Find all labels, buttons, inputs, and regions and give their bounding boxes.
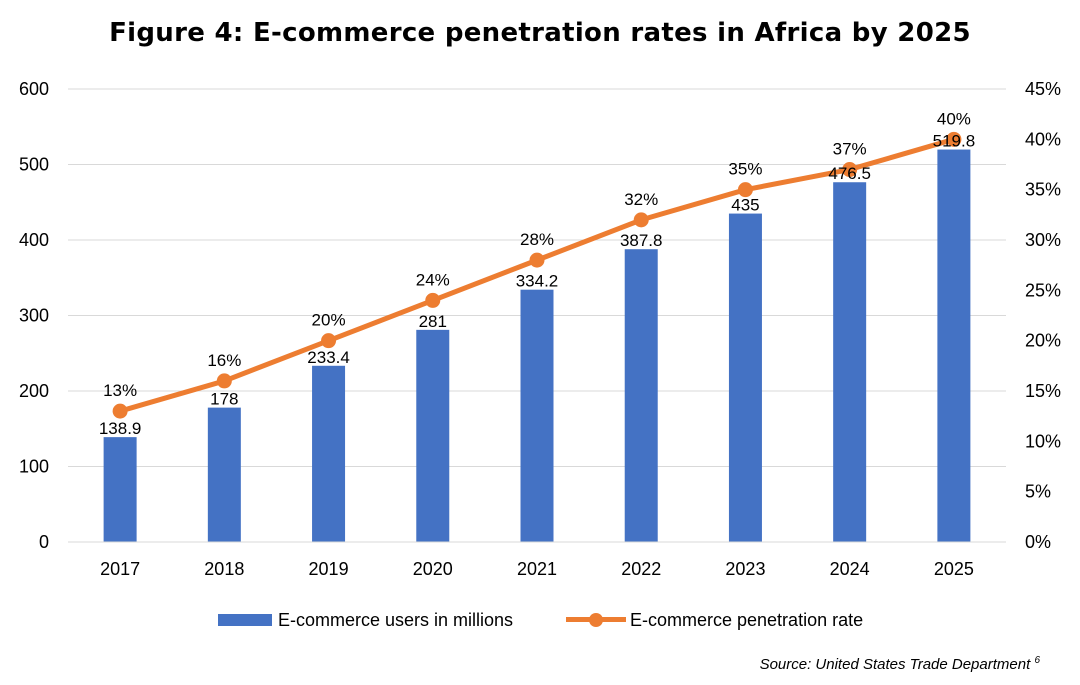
line-data-label: 40% bbox=[937, 109, 971, 128]
bar-data-label: 138.9 bbox=[99, 419, 142, 438]
x-tick-label: 2025 bbox=[934, 559, 974, 579]
legend-item-users: E-commerce users in millions bbox=[218, 606, 513, 634]
y-left-tick-label: 100 bbox=[19, 457, 49, 477]
bar-data-label: 233.4 bbox=[307, 348, 350, 367]
line-data-label: 13% bbox=[103, 381, 137, 400]
bar-data-label: 387.8 bbox=[620, 231, 663, 250]
y-right-tick-label: 15% bbox=[1025, 381, 1061, 401]
line-data-label: 28% bbox=[520, 230, 554, 249]
y-left-tick-label: 500 bbox=[19, 155, 49, 175]
legend-swatch-line bbox=[566, 606, 626, 634]
x-tick-label: 2021 bbox=[517, 559, 557, 579]
penetration-point bbox=[529, 252, 545, 268]
source-text: Source: United States Trade Department bbox=[759, 656, 1031, 673]
bar-data-label: 281 bbox=[419, 312, 447, 331]
line-data-label: 24% bbox=[416, 270, 450, 289]
y-right-tick-label: 0% bbox=[1025, 532, 1051, 552]
x-tick-label: 2023 bbox=[725, 559, 765, 579]
bar bbox=[312, 365, 346, 542]
y-right-tick-label: 10% bbox=[1025, 431, 1061, 451]
penetration-point bbox=[321, 333, 337, 349]
bar bbox=[207, 407, 241, 542]
penetration-point bbox=[842, 162, 858, 178]
source-footnote: 6 bbox=[1034, 655, 1040, 666]
y-left-tick-label: 300 bbox=[19, 306, 49, 326]
y-right-tick-label: 20% bbox=[1025, 331, 1061, 351]
x-tick-label: 2020 bbox=[413, 559, 453, 579]
line-data-label: 37% bbox=[833, 140, 867, 159]
bar bbox=[520, 289, 554, 542]
x-tick-label: 2022 bbox=[621, 559, 661, 579]
bar-data-label: 178 bbox=[210, 390, 238, 409]
bar bbox=[728, 213, 762, 542]
chart-title: Figure 4: E-commerce penetration rates i… bbox=[109, 18, 971, 48]
line-data-label: 35% bbox=[728, 160, 762, 179]
legend-label-users: E-commerce users in millions bbox=[278, 609, 514, 630]
bar-data-label: 435 bbox=[731, 196, 759, 215]
x-tick-label: 2018 bbox=[204, 559, 244, 579]
bar bbox=[103, 437, 137, 542]
bar bbox=[937, 149, 971, 542]
x-tick-label: 2017 bbox=[100, 559, 140, 579]
bar bbox=[833, 182, 867, 542]
source-note: Source: United States Trade Department 6 bbox=[760, 655, 1040, 673]
penetration-point bbox=[946, 131, 962, 147]
penetration-point bbox=[112, 403, 128, 419]
bar bbox=[416, 329, 450, 542]
combo-chart: 0 100 200 300 400 500 600 0% 5% 10% 15% 20% 25% 30% 35… bbox=[19, 79, 1061, 579]
penetration-point bbox=[633, 212, 649, 228]
y-left-tick-label: 400 bbox=[19, 230, 49, 250]
bar bbox=[624, 249, 658, 542]
penetration-point bbox=[737, 182, 753, 198]
bar-data-label: 519.8 bbox=[933, 132, 976, 151]
line-data-label: 16% bbox=[207, 351, 241, 370]
chart-legend: E-commerce users in millions E-commerce … bbox=[0, 606, 1080, 634]
penetration-point bbox=[425, 292, 441, 308]
y-right-tick-label: 30% bbox=[1025, 230, 1061, 250]
legend-label-penetration: E-commerce penetration rate bbox=[630, 609, 864, 630]
y-left-tick-label: 600 bbox=[19, 79, 49, 99]
x-tick-label: 2024 bbox=[830, 559, 870, 579]
line-data-label: 20% bbox=[312, 311, 346, 330]
bar-data-label: 334.2 bbox=[516, 272, 559, 291]
y-right-tick-label: 45% bbox=[1025, 79, 1061, 99]
legend-item-penetration: E-commerce penetration rate bbox=[566, 606, 863, 634]
bar-data-label: 476.5 bbox=[828, 164, 871, 183]
y-right-tick-label: 40% bbox=[1025, 129, 1061, 149]
legend-swatch-bar bbox=[218, 614, 272, 626]
y-left-tick-label: 0 bbox=[39, 532, 49, 552]
x-tick-label: 2019 bbox=[309, 559, 349, 579]
y-left-tick-label: 200 bbox=[19, 381, 49, 401]
penetration-point bbox=[216, 373, 232, 389]
y-right-tick-label: 35% bbox=[1025, 180, 1061, 200]
y-right-tick-label: 5% bbox=[1025, 482, 1051, 502]
y-right-tick-label: 25% bbox=[1025, 280, 1061, 300]
line-data-label: 32% bbox=[624, 190, 658, 209]
